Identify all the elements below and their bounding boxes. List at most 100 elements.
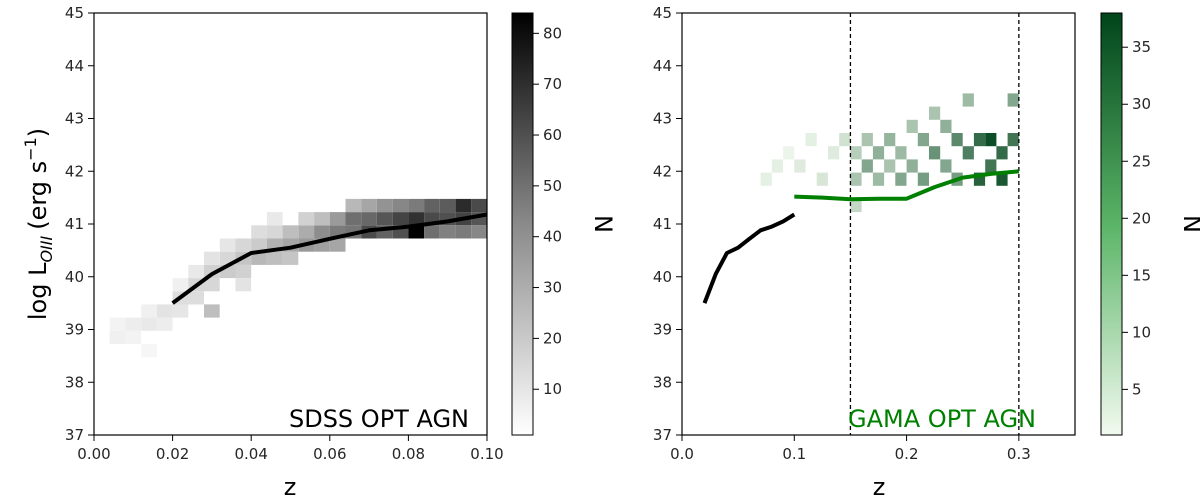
heatmap-cell [109,317,126,331]
heatmap-cell [850,146,862,160]
heatmap-cell [439,198,456,213]
heatmap-cell [973,172,986,186]
heatmap-cell [141,344,157,358]
heatmap-cell [895,172,907,186]
heatmap-cell [235,278,252,292]
x-axis-label-left: z [284,473,297,501]
y-ticks-left: 37 38 39 40 41 42 43 44 45 [65,4,94,444]
heatmap-cell [298,212,315,226]
colorbar-ticks-left: 10 20 30 40 50 60 70 80 [533,24,562,398]
colorbar-tick-label: 20 [543,329,562,347]
heatmap-cell [996,172,1008,186]
y-tick-label: 39 [65,321,84,339]
heatmap-cell [251,238,267,252]
x-tick-label: 0.06 [313,445,346,463]
y-tick-label: 42 [653,162,672,180]
heatmap-cell [816,172,828,186]
colorbar-gradient-left [511,12,534,436]
heatmap-cell [906,159,918,173]
heatmap-cell [940,159,952,173]
heatmap-cell [783,146,795,160]
heatmap-cell [392,198,409,213]
x-tick-label: 0.08 [392,445,425,463]
heatmap-cell [962,146,974,160]
plot-frame-right [681,12,1076,436]
panel-left: 0.00 0.02 0.04 0.06 0.08 0.10 37 38 39 40 41 42 43 4… [21,4,504,501]
x-tick-label: 0.2 [895,445,919,463]
heatmap-cell [314,225,330,239]
panel-right: 0.0 0.1 0.2 0.3 37 38 39 40 41 42 43 44 45 GAMA OPT… [653,4,1076,501]
colorbar-tick-label: 10 [1132,323,1151,341]
heatmap-cell [940,119,952,133]
panel-label-left: SDSS OPT AGN [289,405,469,433]
y-tick-label: 38 [653,373,672,391]
x-tick-label: 0.04 [234,445,267,463]
y-tick-label: 44 [653,57,672,75]
heatmap-cell [172,304,189,318]
y-tick-label: 38 [65,373,84,391]
x-ticks-left: 0.00 0.02 0.04 0.06 0.08 0.10 [77,435,504,463]
heatmap-cell [282,225,299,239]
heatmap-cell [951,133,963,147]
heatmap-cell [345,212,362,226]
heatmap-cell [235,238,252,252]
heatmap-cell [141,304,157,318]
median-line [171,212,488,305]
colorbar-tick-label: 20 [1132,209,1151,227]
y-tick-label: 45 [653,4,672,22]
heatmap-cells-right [760,93,1019,213]
x-tick-label: 0.0 [670,445,694,463]
colorbar-tick-label: 80 [543,24,562,42]
heatmap-cell [361,212,377,226]
lines-left [171,212,488,305]
heatmap-cell [329,238,346,252]
heatmap-cell [282,251,299,265]
colorbar-ticks-right: 5 10 15 20 25 30 35 [1122,38,1151,398]
heatmap-cell [884,133,896,147]
heatmap-cell [839,133,851,147]
heatmap-cell [424,225,440,239]
colorbar-left: 10 20 30 40 50 60 70 80 N [511,12,617,436]
colorbar-tick-label: 30 [543,279,562,297]
y-tick-label: 44 [65,57,84,75]
heatmap-cell [188,291,204,305]
y-tick-label: 39 [653,321,672,339]
heatmap-cell [929,106,941,120]
heatmap-cell [895,146,907,160]
heatmap-cell [204,251,220,265]
y-tick-label: 40 [653,268,672,286]
colorbar-tick-label: 60 [543,126,562,144]
heatmap-cell [805,133,817,147]
heatmap-cell [188,264,204,279]
heatmap-cell [760,172,772,186]
heatmap-cell [917,133,929,147]
heatmap-cell [929,146,941,160]
heatmap-cell [219,238,236,252]
heatmap-cell [408,212,425,226]
colorbar-tick-label: 15 [1132,266,1151,284]
heatmap-cell [266,225,283,239]
heatmap-cell [125,317,142,331]
heatmap-cell [345,198,362,213]
heatmap-cell [408,225,425,239]
x-ticks-right: 0.0 0.1 0.2 0.3 [670,435,1031,463]
heatmap-cell [156,304,173,318]
heatmap-cell [455,198,472,213]
heatmap-cell [424,198,440,213]
heatmap-cell [985,133,997,147]
heatmap-cell [917,172,929,186]
heatmap-cell [996,146,1008,160]
x-tick-label: 0.3 [1007,445,1031,463]
heatmap-cell [251,251,267,265]
y-axis-label: log LOIII(erg s−1) [21,128,56,320]
colorbar-tick-label: 5 [1132,380,1142,398]
heatmap-cell [141,317,157,331]
heatmap-cell [408,198,425,213]
colorbar-tick-label: 25 [1132,152,1151,170]
colorbar-tick-label: 10 [543,380,562,398]
x-tick-label: 0.1 [782,445,806,463]
heatmap-cell [861,133,873,147]
heatmap-cell [794,159,806,173]
heatmap-cell [266,212,283,226]
colorbar-right: 5 10 15 20 25 30 35 N [1100,12,1200,436]
